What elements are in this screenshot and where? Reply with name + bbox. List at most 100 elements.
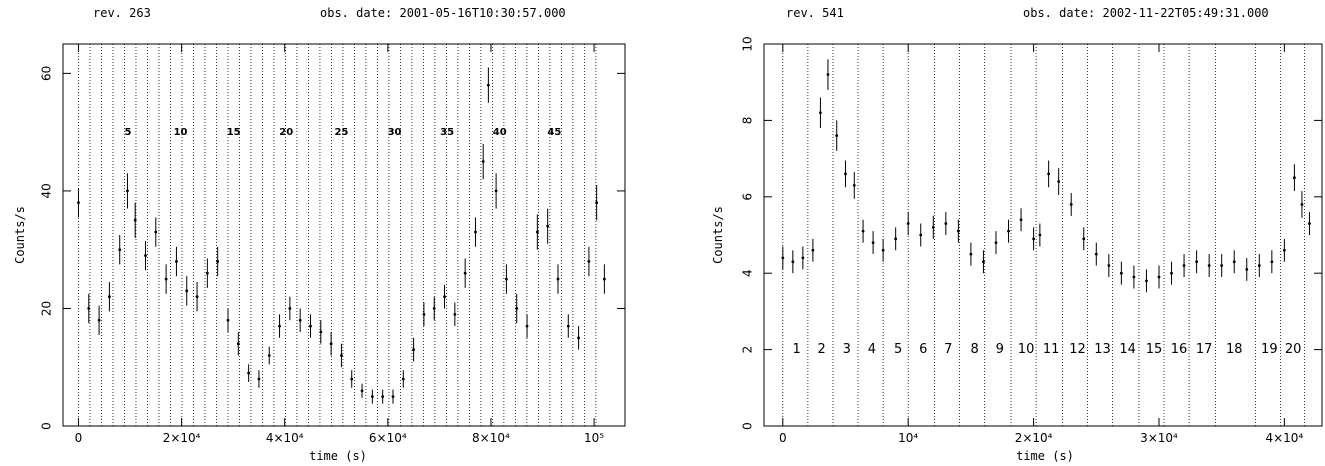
chart-1-data-point-17 [956,229,960,233]
chart-0-x-tick-label-4: 8×10⁴ [472,431,510,445]
chart-1-data-point-9 [861,229,865,233]
chart-1-plot-frame [763,43,1323,427]
chart-0-data-point-24 [319,330,323,334]
chart-1-data-point-7 [844,172,847,176]
chart-1-x-tick-label-3: 3×10⁴ [1140,431,1178,445]
y-axis-label: Counts/s [711,206,725,264]
chart-1-data-point-12 [894,237,898,241]
chart-0-data-point-8 [154,230,158,234]
chart-1-y-tick-label-0: 0 [741,422,755,430]
chart-0-data-point-11 [185,289,189,293]
chart-1-data-point-41 [1245,267,1249,271]
header-right: obs. date: 2001-05-16T10:30:57.000 [320,6,566,20]
chart-0-data-point-35 [432,307,436,310]
chart-1-segment-label-2: 3 [843,342,851,357]
chart-1-x-tick-label-1: 10⁴ [898,431,918,445]
chart-0-segment-label-6: 35 [440,127,454,138]
chart-1-segment-label-6: 7 [944,342,952,357]
chart-1-data-point-38 [1207,264,1211,267]
chart-0-data-point-0 [77,201,80,205]
chart-0-data-point-17 [247,371,251,375]
chart-1-data-point-33 [1145,279,1148,283]
header-right: obs. date: 2002-11-22T05:49:31.000 [1023,6,1269,20]
chart-0-y-tick-label-0: 0 [40,422,54,430]
chart-0-data-point-30 [381,395,385,399]
chart-1-data-point-30 [1107,264,1111,267]
chart-1-segment-label-5: 6 [919,342,927,357]
chart-1-segment-label-9: 10 [1018,342,1035,357]
chart-1-segment-label-12: 13 [1094,342,1111,357]
y-axis-label: Counts/s [13,206,27,264]
chart-1-data-point-14 [919,233,923,237]
chart-0-segment-label-0: 5 [124,127,131,138]
chart-0-data-point-53 [602,277,606,281]
chart-1-data-point-15 [931,225,935,229]
chart-0-data-point-10 [175,260,178,263]
chart-0-data-point-44 [515,307,519,310]
chart-1-y-tick-label-4: 8 [741,117,755,125]
chart-0-x-tick-label-0: 0 [75,431,83,445]
chart-1-segment-label-4: 5 [894,342,902,357]
chart-1-segment-label-0: 1 [792,342,800,357]
chart-1-segment-label-1: 2 [818,342,826,357]
chart-0-plot-frame [62,43,626,427]
chart-1-segment-label-19: 20 [1285,342,1302,357]
chart-1-data-point-28 [1082,237,1086,241]
chart-1-data-point-46 [1300,203,1304,206]
chart-1-data-point-42 [1257,264,1261,267]
chart-0-data-point-14 [216,260,220,263]
chart-1-segment-label-10: 11 [1043,342,1060,357]
chart-0-data-point-34 [422,312,426,316]
chart-1-data-point-37 [1195,260,1199,264]
chart-0-data-point-5 [126,189,129,193]
chart-0-segment-label-7: 40 [493,127,507,138]
chart-1-data-point-4 [819,111,822,115]
chart-0-segment-label-4: 25 [334,127,348,138]
chart-0-segment-label-1: 10 [174,127,188,138]
chart-0-data-point-13 [205,271,209,275]
chart-1-data-point-27 [1069,203,1073,206]
chart-0-data-point-31 [391,395,395,399]
chart-1-segment-label-18: 19 [1261,342,1278,357]
chart-0-data-point-40 [481,160,485,163]
chart-0-data-point-9 [164,277,168,281]
chart-1-segment-label-15: 16 [1171,342,1188,357]
chart-1-segment-label-3: 4 [868,342,876,357]
header-left: rev. 541 [786,6,844,20]
chart-1-data-point-25 [1047,172,1051,176]
chart-1-data-point-26 [1057,180,1061,183]
chart-0-data-point-18 [257,377,261,381]
chart-0-data-point-16 [236,342,240,346]
chart-1-data-point-32 [1132,275,1136,279]
chart-0-data-point-45 [525,324,529,328]
chart-0-x-tick-label-3: 6×10⁴ [369,431,407,445]
chart-1-data-point-22 [1019,218,1023,222]
chart-1-data-point-23 [1032,237,1035,241]
chart-1-y-tick-label-1: 2 [741,346,755,354]
chart-1-data-point-34 [1157,275,1161,279]
chart-0-data-point-21 [288,307,292,310]
chart-0-data-point-43 [505,277,508,281]
chart-1-data-point-36 [1182,264,1186,267]
chart-0-data-point-20 [278,324,281,328]
chart-1-data-point-11 [881,248,885,252]
chart-0-data-point-52 [595,201,599,205]
chart-1-data-point-0 [781,256,785,260]
chart-0-segment-label-2: 15 [227,127,241,138]
chart-1-data-point-44 [1282,248,1286,252]
chart-1-segment-label-8: 9 [996,342,1004,357]
chart-0-data-point-41 [486,83,490,87]
chart-1-data-point-18 [969,252,973,256]
chart-1-data-point-29 [1094,252,1098,256]
chart-0-data-point-37 [453,312,457,316]
chart-0-data-point-33 [412,348,416,351]
chart-1-data-point-39 [1220,264,1224,267]
chart-1-data-point-24 [1038,233,1042,237]
chart-1-data-point-8 [852,183,856,187]
chart-1-segment-label-16: 17 [1196,342,1213,357]
chart-0-y-tick-label-2: 40 [40,183,54,198]
chart-1-data-point-19 [982,260,985,264]
chart-0-data-point-27 [350,377,354,381]
chart-0-segment-label-5: 30 [388,127,402,138]
chart-0-data-point-32 [401,377,405,381]
